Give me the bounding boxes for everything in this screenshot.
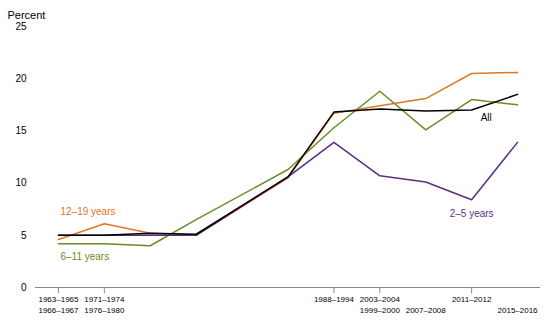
svg-text:All: All: [481, 112, 492, 123]
svg-text:6–11 years: 6–11 years: [60, 251, 109, 262]
svg-text:1971–1974: 1971–1974: [84, 295, 125, 304]
svg-text:1963–1965: 1963–1965: [38, 295, 79, 304]
svg-text:12–19 years: 12–19 years: [60, 206, 115, 217]
svg-text:Percent: Percent: [8, 9, 46, 21]
svg-text:25: 25: [15, 21, 27, 32]
svg-text:0: 0: [21, 282, 27, 293]
svg-text:2015–2016: 2015–2016: [498, 306, 539, 315]
svg-text:5: 5: [21, 230, 27, 241]
svg-text:2–5 years: 2–5 years: [450, 208, 494, 219]
svg-text:15: 15: [15, 125, 27, 136]
svg-text:20: 20: [15, 73, 27, 84]
svg-text:1999–2000: 1999–2000: [360, 306, 401, 315]
svg-text:1966–1967: 1966–1967: [38, 306, 79, 315]
svg-text:2003–2004: 2003–2004: [360, 295, 401, 304]
svg-text:1988–1994: 1988–1994: [314, 295, 355, 304]
svg-text:2011–2012: 2011–2012: [452, 295, 492, 304]
svg-text:1976–1980: 1976–1980: [84, 306, 125, 315]
svg-text:10: 10: [15, 177, 27, 188]
svg-text:2007–2008: 2007–2008: [406, 306, 447, 315]
